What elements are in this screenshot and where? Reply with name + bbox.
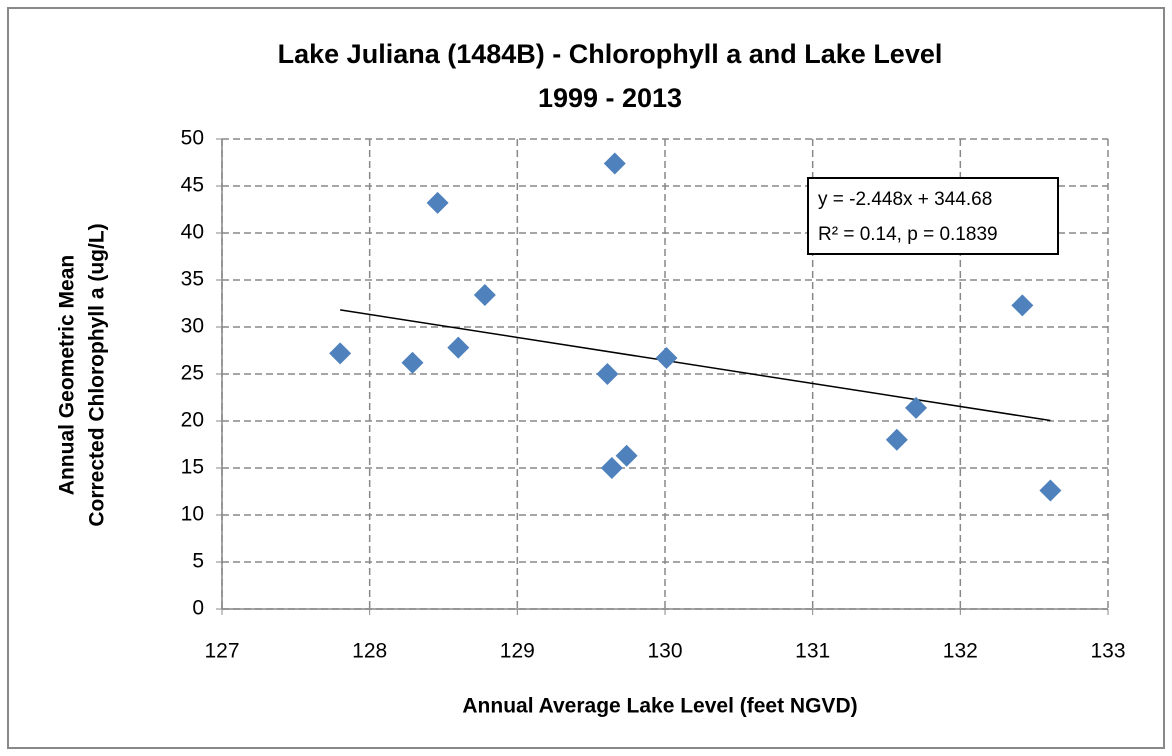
point (329, 342, 352, 365)
y-tick-label: 50 (181, 127, 204, 150)
point (1039, 479, 1062, 502)
y-tick-label: 40 (181, 221, 204, 244)
point (596, 363, 619, 385)
y-tick-label: 35 (181, 268, 204, 291)
annotation-box (807, 177, 1059, 255)
point (447, 336, 470, 359)
y-tick-label: 0 (192, 597, 204, 620)
y-axis-label: Annual Geometric Mean (56, 255, 79, 495)
x-tick-label: 128 (352, 640, 387, 663)
chart-title: Lake Juliana (1484B) - Chlorophyll a and… (278, 39, 943, 69)
x-tick-label: 133 (1090, 640, 1125, 663)
x-tick-label: 127 (204, 640, 239, 663)
y-tick-label: 30 (181, 315, 204, 338)
x-tick-label: 132 (943, 640, 978, 663)
x-tick-label: 131 (795, 640, 830, 663)
point (473, 284, 496, 307)
x-tick-label: 129 (500, 640, 535, 663)
x-axis-label: Annual Average Lake Level (feet NGVD) (462, 695, 857, 718)
point (615, 444, 638, 467)
point (655, 347, 678, 370)
y-tick-label: 45 (181, 174, 204, 197)
point (401, 351, 424, 374)
annotation: R² = 0.14, p = 0.1839 (818, 224, 998, 245)
point (600, 457, 623, 479)
chart-border (7, 7, 1165, 749)
annotation: y = -2.448x + 344.68 (818, 189, 992, 210)
y-axis-label: Corrected Chlorophyll a (ug/L) (86, 223, 109, 526)
point (905, 396, 928, 419)
x-tick-label: 130 (647, 640, 682, 663)
point (885, 428, 908, 451)
y-tick-label: 25 (181, 362, 204, 385)
point (603, 152, 626, 175)
y-tick-label: 10 (181, 503, 204, 526)
trendline (340, 309, 1051, 422)
y-tick-label: 5 (192, 550, 204, 573)
y-tick-label: 20 (181, 409, 204, 432)
chart-subtitle: 1999 - 2013 (538, 83, 682, 113)
point (426, 191, 449, 214)
point (1011, 294, 1034, 317)
y-tick-label: 15 (181, 456, 204, 479)
